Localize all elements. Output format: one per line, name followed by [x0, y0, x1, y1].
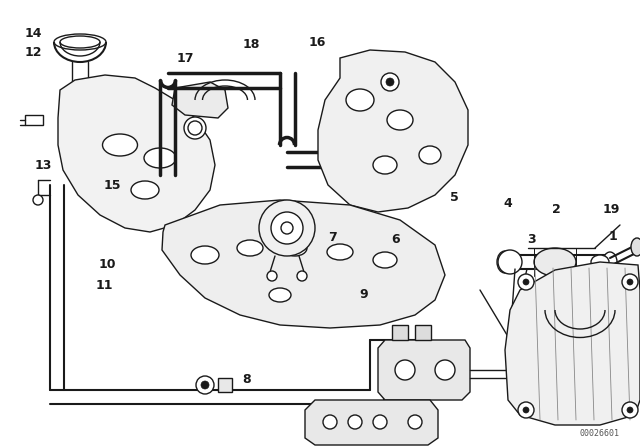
Circle shape [201, 381, 209, 389]
Polygon shape [305, 400, 438, 445]
Circle shape [348, 415, 362, 429]
Ellipse shape [497, 251, 513, 273]
Text: 16: 16 [308, 36, 326, 49]
Text: 12: 12 [24, 46, 42, 60]
Ellipse shape [237, 240, 263, 256]
Text: 4: 4 [503, 197, 512, 211]
Circle shape [33, 195, 43, 205]
Circle shape [381, 73, 399, 91]
Circle shape [408, 415, 422, 429]
Text: 6: 6 [391, 233, 400, 246]
Text: 17: 17 [177, 52, 195, 65]
Circle shape [627, 279, 633, 285]
Ellipse shape [184, 117, 206, 139]
Circle shape [523, 279, 529, 285]
Text: 3: 3 [527, 233, 536, 246]
Ellipse shape [591, 255, 609, 269]
Ellipse shape [144, 148, 176, 168]
Ellipse shape [346, 89, 374, 111]
Ellipse shape [327, 244, 353, 260]
Ellipse shape [102, 134, 138, 156]
Circle shape [281, 222, 293, 234]
Text: 00026601: 00026601 [580, 429, 620, 438]
Circle shape [196, 376, 214, 394]
Ellipse shape [631, 238, 640, 256]
Circle shape [518, 402, 534, 418]
Ellipse shape [419, 146, 441, 164]
Circle shape [622, 274, 638, 290]
Circle shape [622, 402, 638, 418]
Ellipse shape [387, 110, 413, 130]
Bar [415, 325, 431, 340]
Circle shape [627, 407, 633, 413]
Circle shape [435, 360, 455, 380]
Ellipse shape [373, 156, 397, 174]
Ellipse shape [283, 240, 307, 256]
Circle shape [373, 415, 387, 429]
Ellipse shape [373, 252, 397, 268]
Text: 11: 11 [95, 279, 113, 293]
Circle shape [498, 250, 522, 274]
Circle shape [323, 415, 337, 429]
Polygon shape [58, 75, 215, 232]
Ellipse shape [534, 248, 576, 276]
Circle shape [271, 212, 303, 244]
Text: 19: 19 [602, 203, 620, 216]
Circle shape [297, 271, 307, 281]
Text: 7: 7 [328, 231, 337, 244]
Polygon shape [318, 50, 468, 212]
Bar [25, 115, 43, 125]
Text: 13: 13 [35, 159, 52, 172]
Text: 2: 2 [552, 203, 561, 216]
Circle shape [386, 78, 394, 86]
Circle shape [267, 271, 277, 281]
Circle shape [259, 200, 315, 256]
Polygon shape [505, 262, 640, 425]
Text: 1: 1 [609, 230, 618, 243]
Circle shape [518, 274, 534, 290]
Text: 5: 5 [450, 190, 459, 204]
Ellipse shape [131, 181, 159, 199]
Text: 9: 9 [359, 288, 368, 302]
Circle shape [523, 407, 529, 413]
Circle shape [395, 360, 415, 380]
Text: 18: 18 [243, 38, 260, 52]
Circle shape [188, 121, 202, 135]
Text: 15: 15 [103, 179, 121, 193]
Text: 10: 10 [99, 258, 116, 271]
Polygon shape [378, 340, 470, 400]
Text: 14: 14 [24, 27, 42, 40]
Bar [218, 378, 232, 392]
Ellipse shape [269, 288, 291, 302]
Text: 8: 8 [242, 373, 251, 387]
Bar [392, 325, 408, 340]
Polygon shape [162, 200, 445, 328]
Ellipse shape [191, 246, 219, 264]
Bar [588, 265, 610, 273]
Polygon shape [172, 82, 228, 118]
Ellipse shape [603, 252, 617, 272]
